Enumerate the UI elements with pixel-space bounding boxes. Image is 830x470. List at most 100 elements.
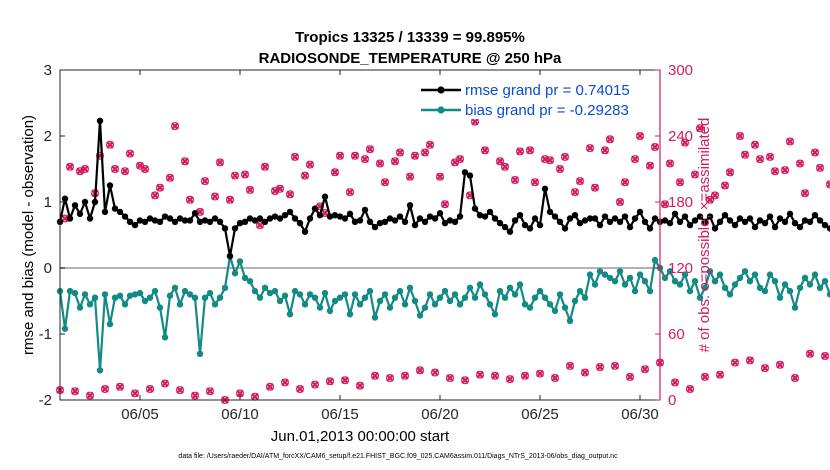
rmse-point	[211, 215, 219, 222]
obs-assimilated-stroke	[361, 155, 369, 163]
obs-assimilated-stroke	[716, 370, 724, 379]
rmse-point	[236, 219, 244, 227]
bias-point	[316, 304, 324, 311]
obs-assimilated-marker	[766, 153, 774, 161]
rmse-point	[396, 213, 404, 220]
obs-possible-marker	[605, 135, 614, 144]
obs-possible-marker	[511, 176, 520, 185]
obs-assimilated-marker	[341, 376, 349, 384]
obs-assimilated-stroke	[731, 358, 739, 367]
obs-possible-marker	[645, 161, 654, 170]
rmse-point	[776, 215, 784, 222]
obs-assimilated-marker	[231, 171, 239, 180]
obs-assimilated-marker	[401, 372, 409, 380]
bias-point	[676, 281, 684, 288]
obs-assimilated-marker	[616, 198, 624, 206]
bias-point	[781, 281, 789, 288]
obs-assimilated-marker	[511, 176, 519, 184]
rmse-point	[351, 218, 359, 225]
obs-possible-marker	[565, 361, 574, 370]
obs-assimilated-marker	[571, 188, 579, 196]
obs-possible-marker	[496, 157, 505, 166]
rmse-point	[531, 215, 539, 222]
rmse-point	[356, 217, 364, 224]
rmse-point	[261, 218, 269, 225]
obs-assimilated-stroke	[821, 352, 829, 360]
bias-point	[686, 287, 694, 295]
rmse-point	[441, 219, 449, 227]
obs-assimilated-stroke	[406, 172, 414, 181]
rmse-point	[631, 215, 639, 222]
rmse-point	[581, 217, 589, 224]
rmse-point	[416, 215, 424, 222]
bias-point	[326, 307, 334, 315]
obs-assimilated-stroke	[66, 163, 74, 171]
bias-point	[461, 294, 469, 301]
obs-assimilated-stroke	[526, 146, 534, 155]
bias-point	[721, 284, 729, 291]
rmse-point	[506, 228, 514, 235]
obs-assimilated-marker	[506, 375, 514, 383]
obs-possible-marker	[171, 122, 180, 131]
bias-point	[266, 289, 274, 297]
obs-possible-marker	[291, 152, 300, 161]
bias-point	[741, 268, 749, 275]
obs-possible-marker	[730, 358, 739, 367]
obs-assimilated-marker	[426, 141, 434, 149]
bias-point	[421, 304, 429, 311]
obs-possible-marker	[120, 167, 129, 176]
obs-possible-marker	[760, 364, 769, 373]
legend-box	[416, 77, 642, 119]
rmse-point	[661, 217, 669, 224]
bias-point	[371, 314, 379, 321]
rmse-point	[456, 213, 464, 220]
obs-possible-marker	[281, 378, 290, 387]
rmse-point	[596, 221, 604, 229]
rmse-point	[536, 221, 544, 229]
rmse-point	[76, 210, 84, 218]
obs-assimilated-stroke	[336, 152, 344, 160]
obs-assimilated-marker	[446, 374, 454, 382]
obs-assimilated-marker	[516, 147, 524, 156]
obs-assimilated-marker	[421, 148, 429, 157]
footer-datafile: data file: /Users/raeder/DAI/ATM_forcXX/…	[178, 453, 618, 460]
rmse-point	[801, 217, 809, 224]
obs-assimilated-stroke	[746, 356, 754, 365]
obs-assimilated-marker	[551, 374, 559, 382]
bias-point	[586, 271, 594, 278]
rmse-point	[331, 212, 339, 219]
obs-assimilated-marker	[66, 163, 74, 171]
obs-assimilated-stroke	[326, 377, 334, 386]
rmse-point	[66, 215, 74, 222]
plot-area	[60, 70, 660, 400]
obs-assimilated-stroke	[621, 178, 629, 186]
obs-assimilated-stroke	[461, 376, 469, 384]
bias-point	[146, 294, 154, 301]
obs-assimilated-marker	[566, 362, 574, 370]
obs-assimilated-marker	[336, 152, 344, 160]
y-left-tick-label: -1	[39, 326, 52, 343]
obs-assimilated-marker	[581, 368, 589, 377]
bias-point	[571, 297, 579, 305]
bias-point	[356, 301, 364, 308]
obs-possible-marker	[595, 363, 604, 372]
obs-assimilated-stroke	[641, 365, 649, 373]
obs-assimilated-stroke	[616, 198, 624, 206]
bias-point	[376, 297, 384, 305]
obs-possible-marker	[740, 150, 749, 159]
bias-point	[446, 297, 454, 305]
bias-point	[66, 287, 74, 295]
bias-series	[56, 252, 830, 374]
obs-assimilated-marker	[161, 379, 169, 388]
rmse-point	[826, 225, 830, 232]
obs-possible-marker	[600, 146, 609, 155]
bias-point	[216, 294, 224, 301]
bias-point	[591, 281, 599, 288]
legend-rmse-label: rmse grand pr = 0.74015	[465, 82, 630, 99]
bias-point	[96, 367, 104, 374]
rmse-point	[556, 218, 564, 225]
obs-assimilated-stroke	[211, 192, 219, 201]
obs-assimilated-marker	[376, 159, 384, 168]
obs-possible-marker	[95, 151, 104, 160]
obs-assimilated-marker	[116, 383, 124, 391]
